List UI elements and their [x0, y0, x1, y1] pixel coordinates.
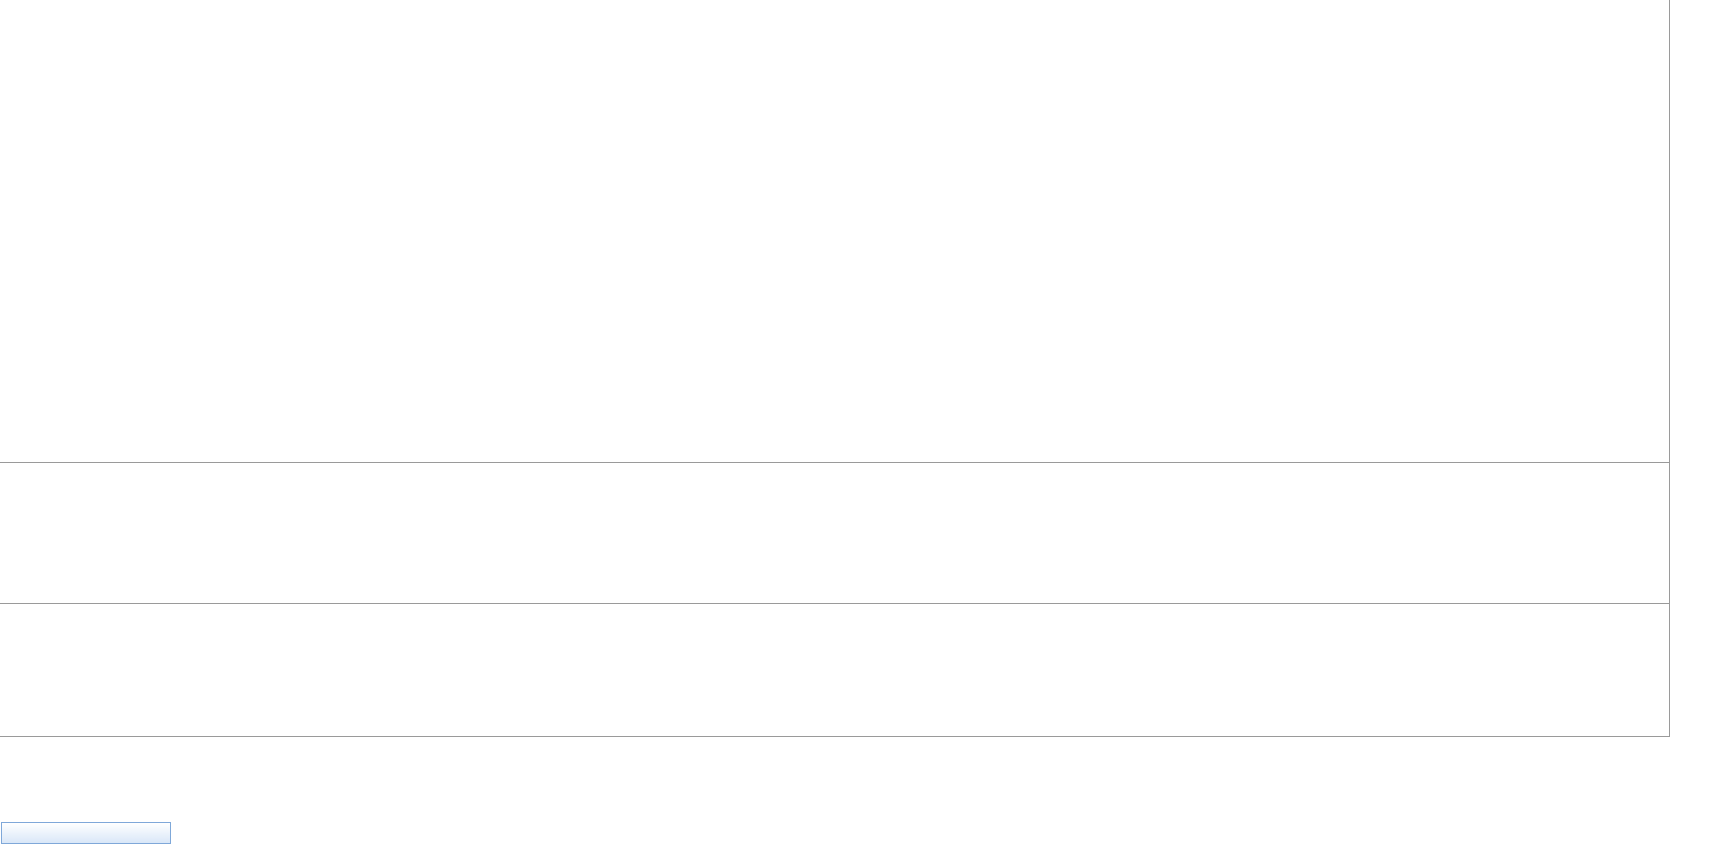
rsi-canvas — [0, 604, 1669, 736]
rsi-header — [8, 608, 12, 620]
rsi-panel[interactable] — [0, 604, 1669, 736]
bottom-left-widget[interactable] — [1, 822, 171, 844]
macd-header — [8, 467, 16, 479]
panel-separator[interactable] — [0, 603, 1731, 604]
macd-canvas — [0, 463, 1669, 603]
price-scale[interactable] — [1669, 0, 1731, 737]
time-axis[interactable] — [0, 738, 1731, 760]
macd-panel[interactable] — [0, 463, 1669, 603]
panel-separator[interactable] — [0, 462, 1731, 463]
axis-separator — [0, 736, 1731, 737]
price-chart-panel[interactable] — [0, 0, 1669, 462]
price-chart-canvas[interactable] — [0, 0, 1669, 462]
symbol-header — [8, 4, 19, 16]
